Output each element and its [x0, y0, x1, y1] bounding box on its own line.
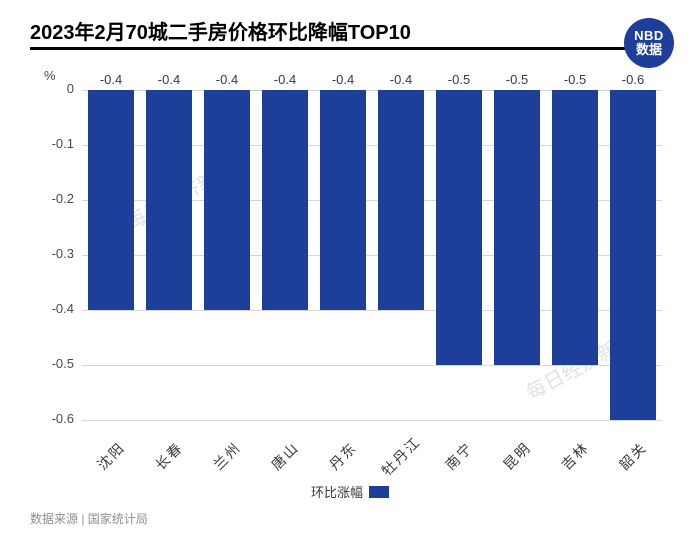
xtick-label: 牡丹江 — [366, 421, 437, 492]
gridline — [82, 420, 662, 421]
gridline — [82, 365, 662, 366]
xtick-label: 长春 — [134, 421, 205, 492]
ytick-label: -0.3 — [34, 246, 74, 261]
bar — [262, 90, 307, 310]
legend-swatch — [369, 486, 389, 498]
bar — [610, 90, 655, 420]
bar-value-label: -0.5 — [546, 72, 604, 87]
bar — [494, 90, 539, 365]
xtick-label: 南宁 — [424, 421, 495, 492]
badge-line2: 数据 — [636, 43, 662, 57]
data-source: 数据来源 | 国家统计局 — [30, 510, 148, 527]
bar-value-label: -0.4 — [314, 72, 372, 87]
plot-area — [82, 90, 662, 420]
bar — [436, 90, 481, 365]
bar-value-label: -0.4 — [198, 72, 256, 87]
bar — [552, 90, 597, 365]
ytick-label: -0.6 — [34, 411, 74, 426]
xtick-label: 丹东 — [308, 421, 379, 492]
xtick-label: 韶关 — [598, 421, 669, 492]
bar — [88, 90, 133, 310]
xtick-label: 昆明 — [482, 421, 553, 492]
chart-root: 2023年2月70城二手房价格环比降幅TOP10NBD数据每日经济新闻每日经济新… — [0, 0, 700, 540]
bar-value-label: -0.4 — [372, 72, 430, 87]
legend-label: 环比涨幅 — [311, 482, 363, 501]
xtick-label: 唐山 — [250, 421, 321, 492]
bar — [378, 90, 423, 310]
nbd-badge: NBD数据 — [624, 18, 674, 68]
bar-value-label: -0.4 — [82, 72, 140, 87]
ytick-label: -0.4 — [34, 301, 74, 316]
bar-value-label: -0.4 — [140, 72, 198, 87]
ytick-label: -0.2 — [34, 191, 74, 206]
title-bar: 2023年2月70城二手房价格环比降幅TOP10 — [30, 14, 670, 50]
legend: 环比涨幅 — [0, 482, 700, 501]
badge-line1: NBD — [634, 29, 664, 43]
ytick-label: 0 — [34, 81, 74, 96]
xtick-label: 沈阳 — [76, 421, 147, 492]
bar — [204, 90, 249, 310]
xtick-label: 吉林 — [540, 421, 611, 492]
chart-title: 2023年2月70城二手房价格环比降幅TOP10 — [30, 16, 411, 45]
ytick-label: -0.1 — [34, 136, 74, 151]
bar — [146, 90, 191, 310]
bar — [320, 90, 365, 310]
bar-value-label: -0.6 — [604, 72, 662, 87]
bar-value-label: -0.4 — [256, 72, 314, 87]
xtick-label: 兰州 — [192, 421, 263, 492]
bar-value-label: -0.5 — [488, 72, 546, 87]
bar-value-label: -0.5 — [430, 72, 488, 87]
y-unit: % — [44, 68, 56, 83]
ytick-label: -0.5 — [34, 356, 74, 371]
